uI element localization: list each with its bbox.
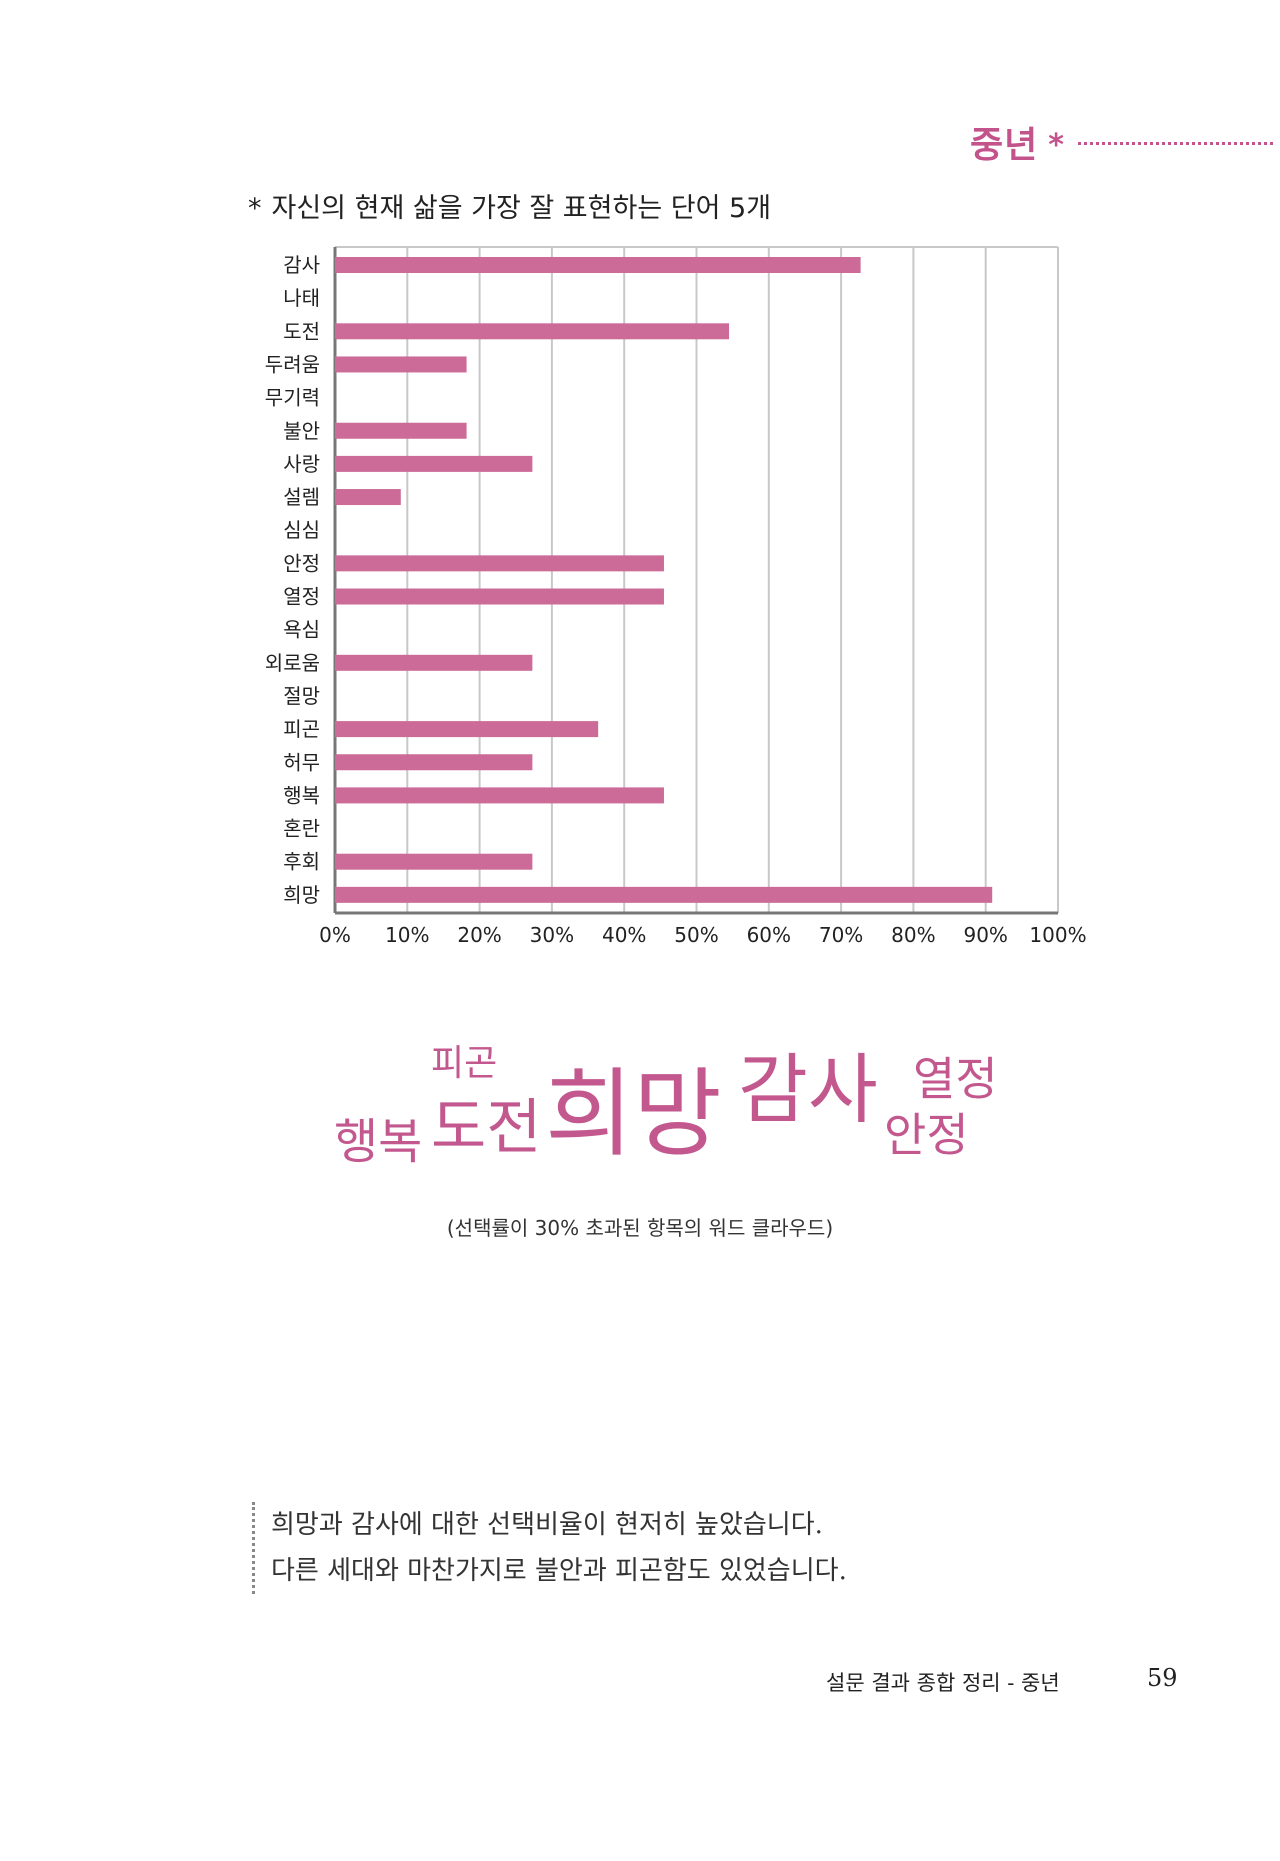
x-tick-label: 50%: [674, 923, 718, 947]
bar: [335, 489, 401, 506]
cloud-word-dojeon: 도전: [431, 1093, 542, 1163]
cloud-word-gamsa: 감사: [738, 1045, 878, 1134]
cloud-word-yeoljeong: 열정: [913, 1052, 998, 1106]
section-tag: 중년 *: [970, 120, 1273, 166]
category-label: 행복: [283, 783, 320, 807]
bar: [335, 455, 533, 472]
x-tick-label: 0%: [319, 923, 351, 947]
category-label: 설렘: [283, 485, 320, 509]
category-label: 감사: [283, 253, 320, 277]
bar: [335, 886, 993, 903]
category-label: 허무: [283, 750, 320, 774]
category-label: 외로움: [265, 651, 320, 675]
section-star: *: [1048, 127, 1064, 163]
chart-title: * 자신의 현재 삶을 가장 잘 표현하는 단어 5개: [248, 186, 771, 225]
bar: [335, 422, 467, 439]
category-label: 나태: [283, 286, 320, 310]
category-label: 안정: [283, 551, 320, 575]
chart-grid: [333, 246, 1059, 915]
bar: [335, 588, 664, 605]
word-cloud-caption: (선택률이 30% 초과된 항목의 워드 클라우드): [446, 1216, 834, 1240]
section-dotted-rule: [1078, 142, 1273, 145]
section-label: 중년: [970, 125, 1039, 166]
summary-line-1: 희망과 감사에 대한 선택비율이 현저히 높았습니다.: [271, 1510, 823, 1540]
x-tick-label: 80%: [891, 923, 935, 947]
x-tick-label: 20%: [457, 923, 501, 947]
x-tick-label: 90%: [963, 923, 1007, 947]
chart-y-labels: 감사나태도전두려움무기력불안사랑설렘심심안정열정욕심외로움절망피곤허무행복혼란후…: [265, 253, 320, 907]
chart-bars: [335, 257, 993, 903]
category-label: 무기력: [265, 386, 320, 410]
x-tick-label: 40%: [602, 923, 646, 947]
category-label: 욕심: [283, 618, 320, 642]
page-number: 59: [1147, 1664, 1178, 1692]
summary-line-2: 다른 세대와 마찬가지로 불안과 피곤함도 있었습니다.: [271, 1556, 847, 1586]
bar: [335, 787, 664, 804]
bar: [335, 721, 599, 738]
cloud-word-pigon: 피곤: [431, 1043, 498, 1084]
bar: [335, 257, 861, 273]
chart-x-labels: 0% 10% 20% 30% 40% 50% 60% 70% 80% 90% 100%: [319, 923, 1086, 947]
bar: [335, 356, 467, 373]
bar: [335, 323, 730, 340]
footer-text: 설문 결과 종합 정리 - 중년: [826, 1671, 1060, 1695]
chart-title-text: 자신의 현재 삶을 가장 잘 표현하는 단어 5개: [271, 193, 772, 224]
x-tick-label: 10%: [385, 923, 429, 947]
category-label: 혼란: [283, 817, 320, 841]
category-label: 사랑: [283, 452, 320, 476]
category-label: 절망: [283, 684, 320, 708]
category-label: 열정: [283, 585, 320, 609]
x-tick-label: 60%: [747, 923, 791, 947]
x-tick-label: 70%: [819, 923, 863, 947]
bar: [335, 853, 533, 870]
chart-title-marker: *: [248, 193, 262, 224]
bar-chart: 감사나태도전두려움무기력불안사랑설렘심심안정열정욕심외로움절망피곤허무행복혼란후…: [265, 246, 1087, 947]
bar: [335, 555, 664, 572]
category-label: 심심: [283, 518, 320, 542]
x-tick-label: 100%: [1029, 923, 1086, 947]
cloud-word-anjeong: 안정: [884, 1108, 969, 1162]
cloud-word-huimang: 희망: [545, 1058, 722, 1170]
category-label: 도전: [283, 319, 320, 343]
summary-note: 희망과 감사에 대한 선택비율이 현저히 높았습니다. 다른 세대와 마찬가지로…: [252, 1502, 847, 1594]
category-label: 두려움: [265, 352, 320, 376]
x-tick-label: 30%: [530, 923, 574, 947]
category-label: 희망: [283, 883, 320, 907]
category-label: 피곤: [283, 717, 320, 741]
bar: [335, 754, 533, 771]
category-label: 후회: [283, 850, 320, 874]
cloud-word-haengbok: 행복: [334, 1114, 423, 1170]
category-label: 불안: [283, 419, 320, 443]
bar: [335, 654, 533, 671]
